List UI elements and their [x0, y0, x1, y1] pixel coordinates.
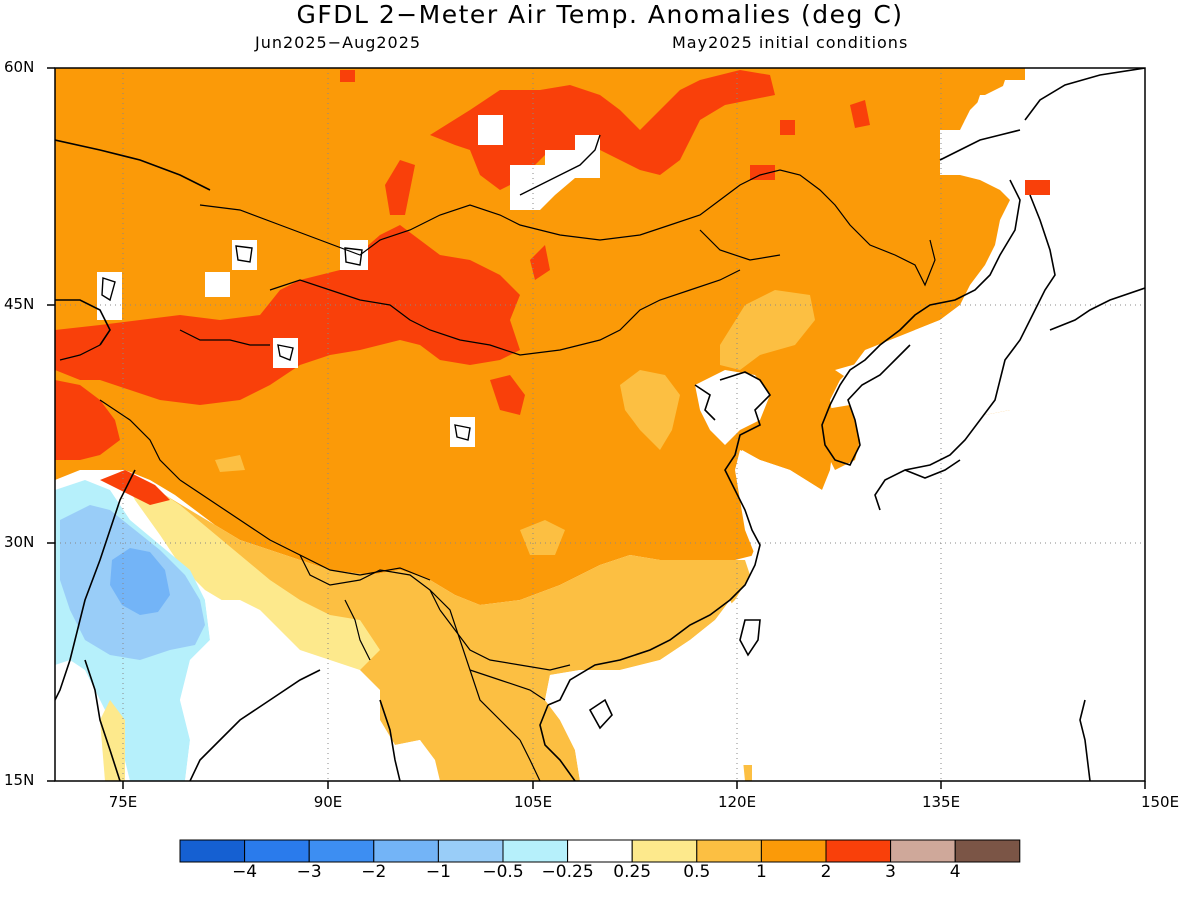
colorbar-swatch [308, 839, 375, 863]
lake-box-issyk [273, 338, 298, 368]
colorbar-swatch [502, 839, 569, 863]
anomaly-region-0.5to1 [140, 480, 750, 781]
lake-box-2 [340, 240, 368, 270]
anomaly-region-0.5to1-blob3 [520, 520, 565, 555]
coastlines [55, 68, 1145, 781]
lakes [101, 134, 601, 441]
anomaly-region-neutral-bohai [695, 370, 770, 445]
lat-label-45n: 45N [4, 295, 35, 313]
colorbar-label: −2 [361, 862, 387, 882]
lat-label-15n: 15N [4, 771, 35, 789]
lon-label-105e: 105E [513, 793, 553, 811]
colorbar-label: −0.25 [541, 862, 594, 882]
lat-label-30n: 30N [4, 533, 35, 551]
gridlines [55, 68, 1145, 781]
anomaly-region-neutral-korea [835, 80, 1025, 440]
anomaly-region-2to3-small4 [490, 375, 525, 415]
colorbar-swatch [890, 839, 956, 863]
anomaly-region-0.25to0.5 [120, 470, 380, 670]
colorbar-swatch [179, 839, 246, 863]
colorbar-swatch [696, 839, 762, 863]
anomaly-region-1to2 [55, 68, 1025, 605]
anomaly-region-0.5to1-blob1 [720, 290, 815, 370]
anomaly-region-neutral-scs [545, 600, 745, 781]
colorbar-label: 2 [820, 862, 832, 882]
colorbar-label: 1 [755, 862, 767, 882]
lon-label-120e: 120E [717, 793, 757, 811]
lat-label-60n: 60N [4, 58, 35, 76]
lake-box-baikal [510, 135, 600, 210]
lake-box-baikal-n [478, 115, 503, 145]
colorbar-swatch [825, 839, 892, 863]
anomaly-region-2to3-small1 [385, 160, 415, 215]
colorbar-label: −1 [425, 862, 451, 882]
colorbar-swatch [631, 839, 698, 863]
map-frame [54, 67, 1146, 782]
lon-label-150e: 150E [1140, 793, 1180, 811]
lon-label-135e: 135E [921, 793, 961, 811]
anomaly-region-2to3-small8 [100, 470, 170, 505]
anomaly-region-2to3-small2 [340, 70, 355, 82]
initial-conditions: May2025 initial conditions [672, 33, 909, 52]
anomaly-fields [55, 68, 1145, 781]
map-title: GFDL 2−Meter Air Temp. Anomalies (deg C) [296, 0, 904, 29]
colorbar-swatch [244, 839, 310, 863]
colorbar-label: 0.5 [683, 862, 711, 882]
anomaly-region-2to3-west [55, 380, 120, 460]
anomaly-region-neutral-india [180, 600, 440, 781]
axis-ticks [47, 67, 1146, 789]
colorbar [179, 839, 1021, 863]
anomaly-region-2to3-small5 [850, 100, 870, 128]
colorbar-swatch [760, 839, 827, 863]
colorbar-swatch [567, 839, 633, 863]
anomaly-region-neg1to2 [110, 548, 170, 615]
anomaly-region-2to3-small3 [530, 245, 550, 280]
colorbar-label: −3 [296, 862, 322, 882]
anomaly-region-neutral-east [725, 68, 1145, 781]
colorbar-swatch [954, 839, 1021, 863]
country-borders [59, 169, 936, 781]
lon-label-90e: 90E [313, 793, 343, 811]
colorbar-swatch [437, 839, 504, 863]
anomaly-region-0.5to1-blob2 [620, 370, 680, 450]
lake-box-1 [232, 240, 257, 270]
anomaly-region-0.5to1-blob4 [215, 455, 245, 472]
anomaly-region-2to3-central [55, 225, 520, 405]
colorbar-label: −0.5 [482, 862, 524, 882]
anomaly-region-2to3-north [430, 70, 775, 190]
anomaly-region-2to3-sakhalin [1020, 180, 1050, 195]
lake-box-khanka [940, 130, 965, 175]
anomaly-region-1to2-korea-south [832, 440, 842, 455]
anomaly-region-2to3-small7 [780, 120, 795, 135]
lake-box-qinghai [450, 417, 475, 447]
anomaly-region-neutral-india-yellow [100, 700, 125, 781]
colorbar-label: 4 [949, 862, 961, 882]
colorbar-label: −4 [232, 862, 258, 882]
colorbar-label: 0.25 [613, 862, 652, 882]
colorbar-label: 3 [885, 862, 897, 882]
lake-box-zaysan [205, 272, 230, 297]
lon-label-75e: 75E [108, 793, 138, 811]
colorbar-swatch [373, 839, 439, 863]
forecast-period: Jun2025−Aug2025 [255, 33, 422, 52]
